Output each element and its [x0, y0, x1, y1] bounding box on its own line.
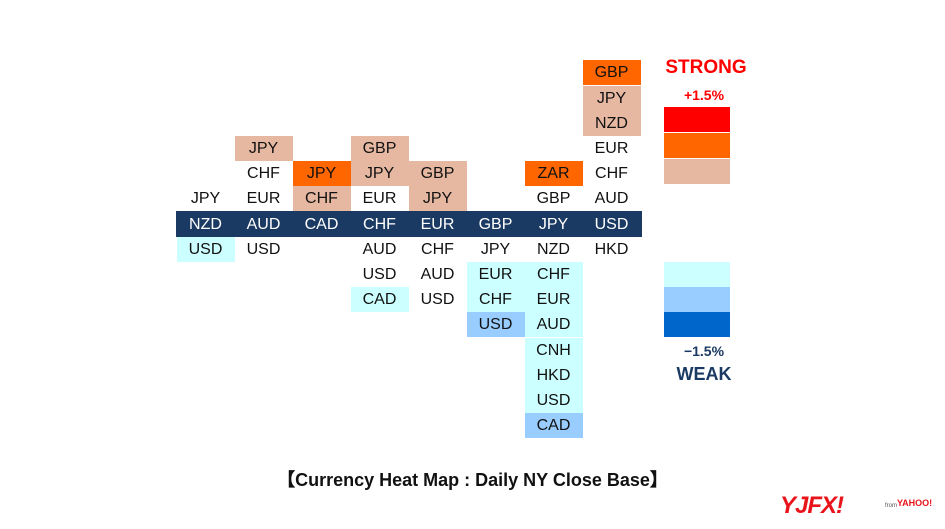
base-currency-cell: GBP — [478, 215, 513, 233]
base-currency-cell: CHF — [363, 215, 396, 233]
base-currency-cell: AUD — [246, 215, 281, 233]
currency-cell: CHF — [234, 161, 293, 187]
currency-cell: GBP — [350, 135, 409, 161]
logo-wordmark: YJFX! — [780, 492, 844, 519]
legend-strong-label: STRONG — [665, 57, 747, 78]
currency-cell: EUR — [350, 186, 409, 212]
currency-cell: CAD — [350, 287, 409, 313]
currency-cell: GBP — [582, 60, 641, 86]
currency-cell: AUD — [524, 312, 583, 338]
currency-cell: HKD — [582, 236, 641, 262]
logo-yahoo-text: YAHOO! — [897, 498, 933, 508]
currency-cell: CHF — [524, 261, 583, 287]
currency-cell: EUR — [466, 261, 525, 287]
currency-cell: AUD — [582, 186, 641, 212]
currency-cell: GBP — [408, 161, 467, 187]
currency-cell: USD — [234, 236, 293, 262]
currency-cell: USD — [176, 236, 235, 262]
chart-title: 【Currency Heat Map : Daily NY Close Base… — [277, 470, 668, 490]
currency-cell: USD — [466, 312, 525, 338]
currency-cell: ZAR — [524, 161, 583, 187]
currency-cell: USD — [524, 387, 583, 413]
currency-cell: EUR — [234, 186, 293, 212]
currency-cell: JPY — [234, 135, 293, 161]
currency-cell: JPY — [582, 85, 641, 111]
base-currency-cell: USD — [594, 215, 629, 233]
legend-strong-swatch — [664, 133, 730, 158]
currency-cell: AUD — [350, 236, 409, 262]
currency-cell: JPY — [408, 186, 467, 212]
legend-weak-swatch — [664, 312, 730, 337]
logo-from-text: from — [885, 503, 897, 509]
currency-cell: AUD — [408, 261, 467, 287]
currency-cell: USD — [408, 287, 467, 313]
base-currency-cell: CAD — [304, 215, 339, 233]
legend-strong-swatch — [664, 107, 730, 132]
currency-cell: JPY — [466, 236, 525, 262]
currency-cell: CAD — [524, 413, 583, 439]
currency-cell: JPY — [350, 161, 409, 187]
base-currency-cell: JPY — [538, 215, 569, 233]
legend-weak-swatch — [664, 262, 730, 287]
yjfx-logo: YJFX! from YAHOO! — [780, 492, 933, 519]
currency-cell: CHF — [582, 161, 641, 187]
base-currency-cell: NZD — [189, 215, 222, 233]
base-currency-band — [176, 211, 642, 237]
currency-cell: NZD — [582, 110, 641, 136]
currency-cell: CHF — [408, 236, 467, 262]
legend-strong-swatch — [664, 159, 730, 184]
legend-weak-swatch — [664, 287, 730, 312]
currency-cell: EUR — [582, 135, 641, 161]
currency-cell: JPY — [292, 161, 351, 187]
currency-cell: GBP — [524, 186, 583, 212]
currency-cell: EUR — [524, 287, 583, 313]
base-currency-cell: EUR — [420, 215, 455, 233]
currency-cell: JPY — [176, 186, 235, 212]
currency-cell: CHF — [292, 186, 351, 212]
currency-cell: HKD — [524, 362, 583, 388]
currency-cell: CNH — [524, 337, 583, 363]
legend-weak-label: WEAK — [676, 364, 732, 384]
currency-cell: NZD — [524, 236, 583, 262]
currency-cell: CHF — [466, 287, 525, 313]
legend-min-label: −1.5% — [683, 343, 725, 359]
legend-max-label: +1.5% — [683, 87, 725, 103]
currency-cell: USD — [350, 261, 409, 287]
